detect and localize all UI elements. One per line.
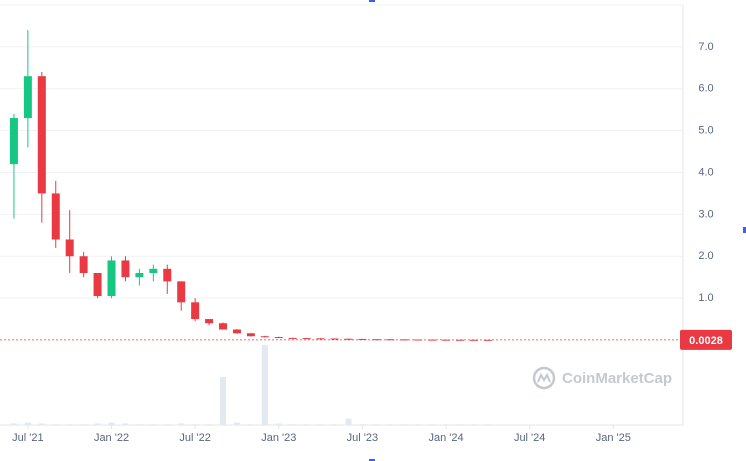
candle-body: [205, 319, 214, 324]
volume-bar: [178, 423, 185, 425]
marker: [369, 0, 375, 2]
candle-body: [177, 281, 186, 303]
volume-bar: [275, 423, 282, 425]
volume-bar: [94, 423, 101, 425]
watermark-text: CoinMarketCap: [562, 370, 672, 387]
volume-bar: [261, 345, 268, 425]
volume-bar: [122, 423, 129, 425]
volume-bar: [233, 422, 240, 425]
candle-body: [191, 302, 200, 320]
volume-bar: [24, 422, 31, 425]
y-tick-label: 5.0: [698, 125, 713, 137]
volume-bar: [303, 424, 310, 425]
plot: 1.0 2.0 3.0 4.0 5.0 6.0 7.0 Jul '21 Jan '22 Jul '…: [0, 4, 732, 444]
candle-body: [483, 339, 492, 341]
volume-bar: [484, 424, 491, 425]
x-tick-label: Jul '22: [179, 432, 210, 444]
x-tick-label: Jul '23: [347, 432, 378, 444]
volume-bar: [401, 424, 408, 425]
candle-body: [358, 338, 367, 340]
candle-body: [23, 76, 32, 119]
candle-body: [107, 260, 116, 297]
candle-body: [260, 336, 269, 338]
volume-bar: [247, 424, 254, 425]
x-tick-label: Jan '22: [94, 432, 129, 444]
volume-bar: [331, 424, 338, 425]
volume-bar: [470, 424, 477, 425]
y-tick-label: 3.0: [698, 208, 713, 220]
last-price-box: [680, 329, 732, 350]
candle-body: [219, 323, 228, 330]
candle-body: [455, 339, 464, 341]
candle-body: [121, 260, 130, 278]
volume-bar: [429, 424, 436, 425]
candle-body: [414, 339, 423, 341]
candle-body: [442, 339, 451, 341]
volume-bar: [387, 424, 394, 425]
volume-bar: [206, 424, 213, 425]
candle-body: [316, 338, 325, 340]
candle-body: [65, 239, 74, 257]
volume-bar: [220, 377, 227, 425]
candle-body: [51, 193, 60, 240]
y-tick-label: 4.0: [698, 166, 713, 178]
volume-bar: [164, 424, 171, 425]
volume-bar: [108, 422, 115, 425]
candle-body: [163, 268, 172, 282]
y-tick-label: 2.0: [698, 250, 713, 262]
x-tick-label: Jan '25: [596, 432, 631, 444]
volume-bar: [52, 424, 59, 425]
candle-body: [274, 337, 283, 339]
x-tick-label: Jul '24: [514, 432, 545, 444]
candle-body: [9, 118, 18, 165]
candle-body: [232, 329, 241, 334]
candle-body: [344, 338, 353, 340]
x-tick-label: Jan '23: [261, 432, 296, 444]
marker: [369, 459, 375, 461]
candle-body: [386, 339, 395, 341]
x-tick-label: Jul '21: [12, 432, 43, 444]
candle-body: [469, 339, 478, 341]
volume-bar: [415, 424, 422, 425]
y-tick-label: 6.0: [698, 83, 713, 95]
candle-body: [288, 337, 297, 339]
volume-bar: [80, 424, 87, 425]
x-tick-label: Jan '24: [428, 432, 463, 444]
volume-bar: [150, 424, 157, 425]
y-tick-label: 1.0: [698, 292, 713, 304]
candle-body: [330, 338, 339, 340]
y-tick-label: 7.0: [698, 41, 713, 53]
last-price-label: 0.0028: [689, 335, 723, 347]
marker: [743, 227, 746, 233]
candle-body: [135, 273, 144, 278]
candle-body: [246, 333, 255, 337]
candle-body: [79, 256, 88, 273]
candle-body: [302, 338, 311, 340]
volume-bar: [359, 424, 366, 425]
volume-bar: [136, 424, 143, 425]
volume-bar: [345, 418, 352, 425]
volume-bar: [192, 424, 199, 425]
logo: [537, 372, 551, 383]
logo: [532, 366, 556, 390]
candle-body: [149, 268, 158, 273]
volume-bar: [10, 423, 17, 425]
candle-body: [93, 273, 102, 297]
volume-bar: [317, 424, 324, 425]
candle-body: [37, 76, 46, 194]
volume-bar: [373, 424, 380, 425]
volume-bar: [456, 424, 463, 425]
volume-bar: [289, 424, 296, 425]
volume-bar: [66, 424, 73, 425]
watermark: CoinMarketCap: [532, 366, 672, 390]
volume-bar: [443, 424, 450, 425]
volume-bar: [38, 423, 45, 425]
